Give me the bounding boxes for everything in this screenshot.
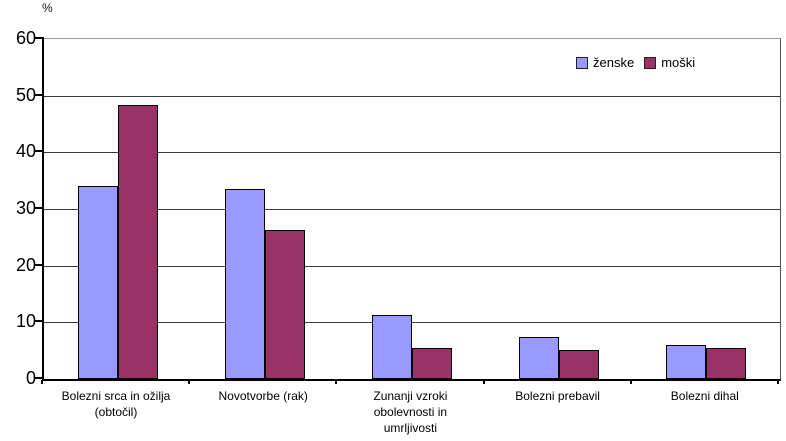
x-tick-mark-0 (41, 380, 43, 384)
x-category-label-2: Novotvorbe (rak) (218, 389, 308, 403)
bar-moški-group3 (412, 347, 452, 379)
x-tick-mark-1 (188, 380, 191, 384)
y-tick-mark-10 (35, 320, 44, 323)
x-tick-mark-5 (777, 380, 779, 384)
gridline-40 (44, 152, 780, 154)
y-tick-mark-30 (35, 207, 44, 209)
bar-moški-group4 (559, 349, 600, 379)
x-category-label-4: Bolezni prebavil (515, 389, 600, 403)
bar-ženske-group3 (372, 314, 412, 379)
x-category-label-5: Bolezni dihal (670, 389, 739, 403)
y-tick-mark-50 (35, 93, 44, 96)
x-tick-mark-4 (629, 380, 632, 384)
legend-item-ženske: ženske (576, 55, 634, 70)
bar-ženske-group5 (666, 345, 707, 379)
x-category-label-3: Zunanji vzroki obolevnosti in umrljivost… (373, 389, 448, 435)
y-tick-mark-20 (35, 263, 44, 266)
x-tick-mark-3 (482, 380, 485, 384)
y-tick-label-30: 30 (15, 198, 36, 218)
bar-ženske-group2 (224, 189, 265, 379)
y-tick-mark-60 (35, 37, 44, 39)
y-tick-label-10: 10 (15, 311, 36, 332)
bar-moški-group1 (117, 105, 158, 379)
legend-label: moški (661, 55, 696, 70)
y-tick-label-60: 60 (15, 28, 36, 48)
legend-item-moški: moški (644, 55, 695, 70)
bar-moški-group5 (706, 348, 747, 379)
gridline-20 (44, 265, 780, 267)
legend-label: ženske (593, 55, 635, 70)
gridline-30 (44, 209, 780, 210)
bar-ženske-group1 (77, 186, 118, 379)
y-tick-label-20: 20 (15, 254, 36, 275)
legend-swatch-icon (576, 56, 588, 69)
legend: ženske moški (576, 55, 695, 70)
bar-moški-group2 (264, 229, 305, 379)
plot-area (42, 38, 781, 381)
y-axis-unit-label: % (42, 1, 53, 15)
gridline-50 (44, 95, 780, 97)
legend-swatch-icon (644, 56, 657, 69)
y-tick-mark-40 (35, 150, 44, 153)
bar-ženske-group4 (519, 337, 560, 379)
y-tick-label-40: 40 (15, 141, 36, 162)
y-tick-label-0: 0 (25, 368, 36, 388)
x-category-label-1: Bolezni srca in ožilja (obtočil) (61, 389, 171, 419)
y-tick-label-50: 50 (15, 84, 36, 105)
x-tick-mark-2 (335, 380, 338, 384)
gridline-10 (44, 322, 780, 324)
y-tick-mark-0 (35, 377, 44, 379)
